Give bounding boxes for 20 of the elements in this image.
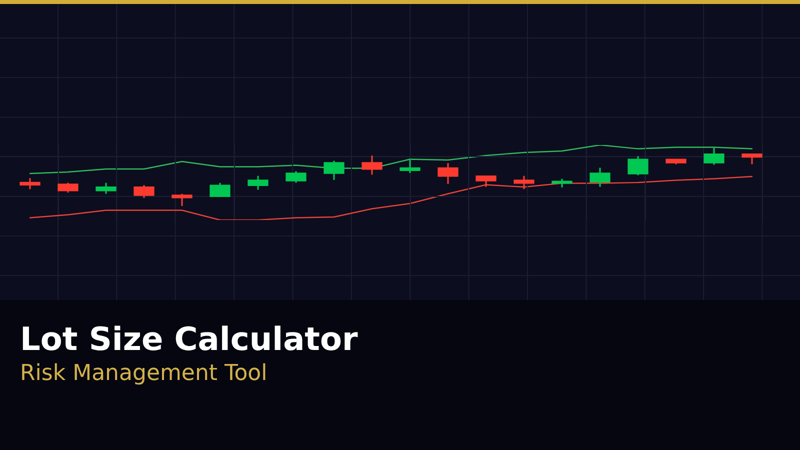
text: Lot Size Calculator <box>20 320 358 358</box>
candlestick <box>742 153 762 165</box>
candlestick <box>628 155 648 176</box>
candlestick <box>96 182 116 195</box>
candlestick <box>286 170 306 184</box>
text: Risk Management Tool <box>20 361 268 387</box>
candlestick <box>476 175 496 188</box>
candlestick <box>210 182 230 198</box>
candlestick <box>324 160 344 181</box>
candlestick <box>172 193 192 206</box>
candlestick <box>590 166 610 188</box>
candlestick <box>704 148 724 166</box>
candlestick <box>438 162 458 185</box>
candlestick <box>362 154 382 176</box>
candlestick <box>20 177 40 190</box>
candlestick <box>248 175 268 191</box>
candlestick <box>514 175 534 190</box>
candlestick <box>58 182 78 194</box>
candlestick <box>400 158 420 174</box>
candlestick <box>134 184 154 199</box>
